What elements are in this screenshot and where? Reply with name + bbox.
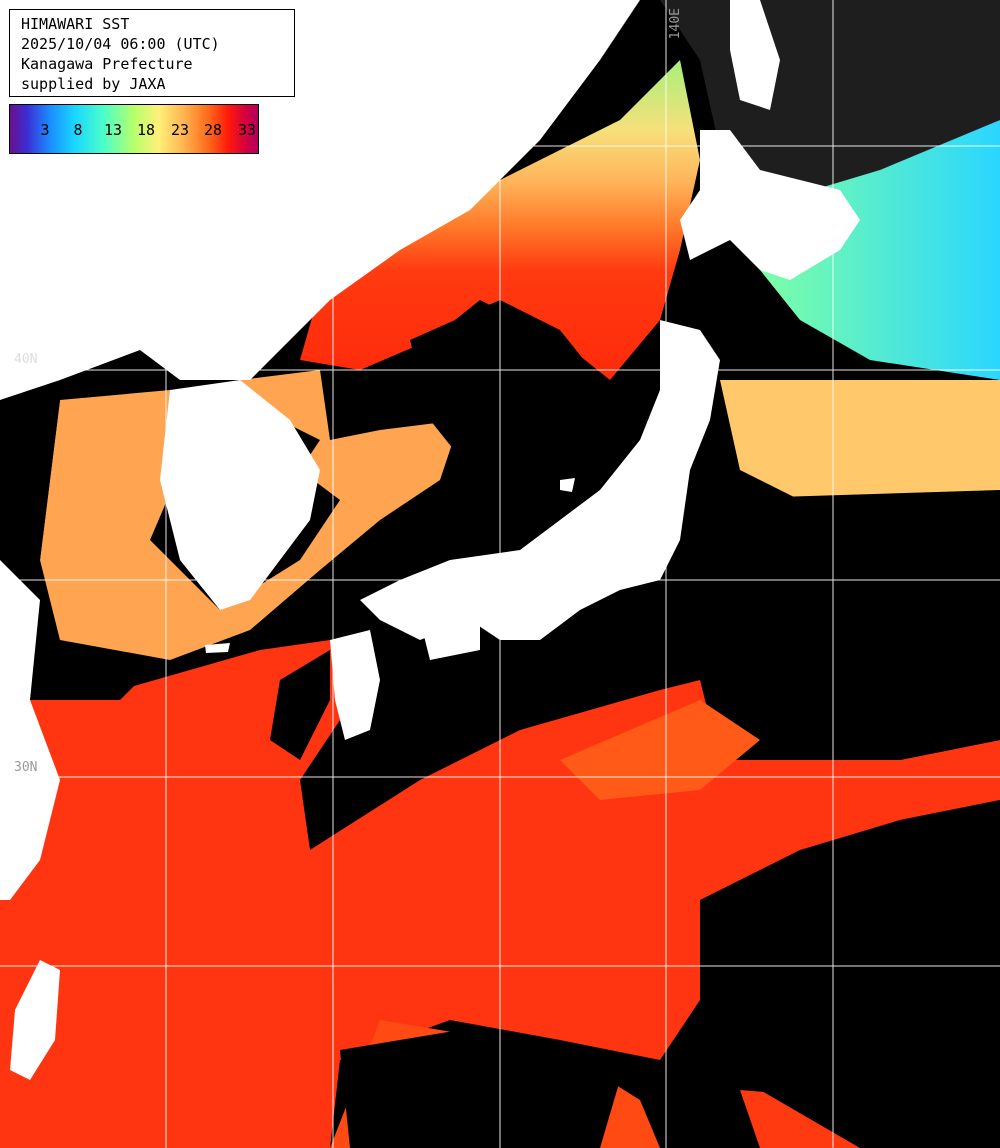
cloud-pacific-east — [640, 490, 1000, 760]
region-name: Kanagawa Prefecture — [21, 55, 193, 73]
land-sado — [560, 478, 575, 492]
legend-tick: 8 — [73, 121, 83, 139]
cloud-yellow-south — [20, 640, 150, 700]
land-kyushu — [330, 630, 380, 740]
cloud-south-band — [340, 1030, 620, 1148]
cloud-pacific-south-east — [700, 800, 1000, 1148]
legend-tick: 18 — [136, 121, 156, 139]
sea-pacific-east-north — [720, 380, 1000, 500]
legend-tick: 3 — [40, 121, 50, 139]
legend-tick: 23 — [170, 121, 190, 139]
product-title: HIMAWARI SST — [21, 15, 130, 33]
land-hokkaido — [680, 130, 860, 280]
cloud-ecs-band — [270, 650, 330, 760]
grid-label-30n: 30N — [14, 760, 38, 775]
land-china-east-coast — [0, 560, 60, 900]
timestamp: 2025/10/04 06:00 (UTC) — [21, 35, 220, 53]
grid-label-140e: 140E — [668, 8, 683, 40]
info-box: HIMAWARI SST 2025/10/04 06:00 (UTC) Kana… — [9, 9, 295, 97]
grid-label-40n: 40N — [14, 352, 38, 367]
temperature-legend: 3 8 13 18 23 28 33 — [9, 104, 259, 154]
legend-tick: 33 — [237, 121, 257, 139]
sea-yellow-sea — [40, 370, 460, 660]
land-asia-continent — [0, 0, 640, 400]
land-honshu — [360, 320, 720, 640]
land-korea — [160, 380, 320, 610]
land-shikoku — [420, 610, 480, 660]
legend-tick: 13 — [103, 121, 123, 139]
land-jeju — [205, 643, 230, 653]
cloud-korea-west — [0, 380, 60, 560]
land-taiwan — [10, 960, 60, 1080]
land-masses — [0, 0, 860, 1080]
cloud-japan-sea — [410, 300, 640, 520]
land-sakhalin — [730, 0, 780, 110]
cloud-masks — [0, 300, 1000, 1148]
legend-tick: 28 — [203, 121, 223, 139]
credit: supplied by JAXA — [21, 75, 166, 93]
sea-kuroshio-patch — [560, 700, 760, 800]
